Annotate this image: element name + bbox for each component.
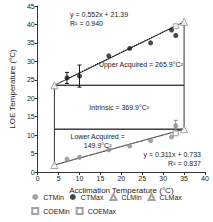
svg-text:5: 5 [57, 175, 61, 182]
svg-text:y = 0.552x + 21.39: y = 0.552x + 21.39 [70, 11, 128, 19]
svg-text:y = 0.311x + 0.733: y = 0.311x + 0.733 [144, 151, 202, 159]
svg-text:CLMin: CLMin [121, 194, 141, 201]
svg-text:149.9°C²: 149.9°C² [84, 142, 112, 149]
svg-text:R² = 0.940: R² = 0.940 [70, 20, 103, 27]
svg-text:30: 30 [159, 175, 167, 182]
svg-text:5: 5 [31, 150, 35, 157]
svg-text:40: 40 [201, 175, 209, 182]
svg-text:0: 0 [31, 169, 35, 176]
svg-text:Upper Acquired = 265.9°C²: Upper Acquired = 265.9°C² [99, 61, 184, 69]
svg-text:CLMax: CLMax [160, 194, 183, 201]
svg-text:CTMax: CTMax [81, 194, 104, 201]
svg-text:10: 10 [76, 175, 84, 182]
svg-text:R² = 0.837: R² = 0.837 [168, 160, 201, 167]
svg-text:COEMax: COEMax [88, 208, 117, 215]
svg-text:LOE Temperature (°C): LOE Temperature (°C) [8, 49, 17, 129]
svg-text:30: 30 [27, 58, 35, 65]
svg-text:20: 20 [27, 95, 35, 102]
svg-text:Intrinsic = 369.9°C²: Intrinsic = 369.9°C² [89, 104, 149, 111]
svg-text:20: 20 [117, 175, 125, 182]
svg-text:CTMin: CTMin [43, 194, 64, 201]
svg-text:25: 25 [138, 175, 146, 182]
svg-text:40: 40 [27, 21, 35, 28]
svg-text:Acclimation Temperature (°C): Acclimation Temperature (°C) [69, 186, 174, 196]
svg-text:45: 45 [27, 3, 35, 10]
svg-text:0: 0 [36, 175, 40, 182]
svg-text:35: 35 [27, 39, 35, 46]
svg-text:25: 25 [27, 76, 35, 83]
svg-text:10: 10 [27, 132, 35, 139]
svg-text:Lower Acquired =: Lower Acquired = [70, 133, 124, 141]
svg-text:15: 15 [27, 113, 35, 120]
svg-text:15: 15 [97, 175, 105, 182]
svg-text:35: 35 [180, 175, 188, 182]
svg-text:COEMin: COEMin [43, 208, 70, 215]
